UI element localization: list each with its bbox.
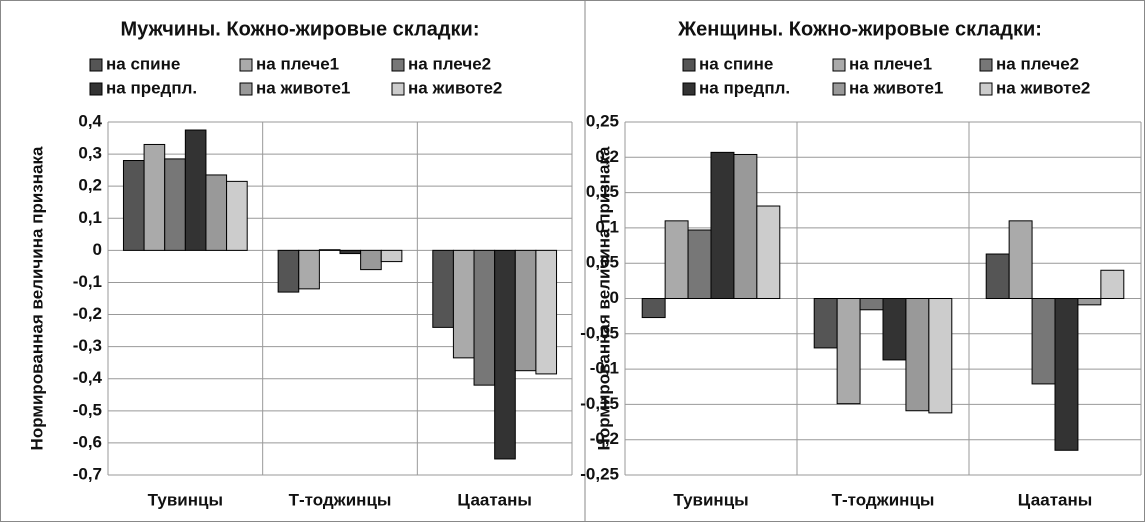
bar: [733, 153, 758, 299]
legend-swatch: [391, 58, 405, 72]
y-tick-label: -0,2: [73, 304, 102, 323]
legend-label: на спине: [106, 54, 180, 73]
bar: [687, 229, 712, 300]
x-tick-label: Тувинцы: [673, 490, 748, 509]
y-tick-label: 0: [610, 288, 619, 307]
x-tick-label: Цаатаны: [1018, 490, 1093, 509]
bar: [985, 253, 1010, 300]
bar: [122, 160, 145, 251]
bar: [836, 298, 861, 405]
y-tick-label: 0,4: [78, 111, 102, 130]
y-tick-label: 0,1: [595, 217, 619, 236]
y-tick-label: -0,2: [590, 429, 619, 448]
bar: [756, 205, 781, 300]
y-tick-label: -0,25: [580, 464, 619, 483]
bar: [514, 249, 537, 372]
bar: [339, 249, 362, 255]
y-tick-label: -0,15: [580, 394, 619, 413]
bar: [473, 249, 496, 386]
y-tick-label: 0,1: [78, 208, 102, 227]
y-tick-label: -0,5: [73, 400, 102, 419]
bar: [535, 249, 558, 375]
bar: [184, 129, 207, 251]
y-tick-label: 0,25: [586, 111, 619, 130]
x-tick-label: Т-тоджинцы: [832, 490, 935, 509]
y-tick-label: -0,3: [73, 336, 102, 355]
bar: [494, 249, 516, 460]
bar: [1077, 298, 1102, 306]
y-tick-label: -0,7: [73, 464, 102, 483]
bar: [432, 249, 454, 328]
bar: [882, 298, 907, 361]
legend-label: на плече1: [849, 54, 932, 73]
bar: [143, 143, 166, 251]
bar: [664, 220, 689, 299]
bar: [1031, 298, 1056, 385]
bar: [1008, 220, 1033, 299]
y-tick-label: -0,1: [73, 272, 102, 291]
x-tick-label: Цаатаны: [457, 490, 532, 509]
legend-swatch: [89, 58, 103, 72]
bar: [813, 298, 838, 349]
x-tick-label: Т-тоджинцы: [289, 490, 392, 509]
y-tick-label: 0,05: [586, 253, 619, 272]
legend-swatch: [239, 82, 253, 96]
legend-swatch: [391, 82, 405, 96]
y-axis-label: Нормированная величина признака: [594, 146, 613, 450]
bar: [452, 249, 475, 359]
bar: [1100, 269, 1125, 300]
bar: [226, 180, 248, 251]
y-tick-label: 0,2: [78, 176, 102, 195]
y-tick-label: -0,1: [590, 359, 619, 378]
legend-label: на животе2: [996, 78, 1090, 97]
bar: [360, 249, 382, 271]
y-tick-label: -0,4: [73, 368, 103, 387]
x-tick-label: Тувинцы: [148, 490, 223, 509]
y-tick-label: 0,3: [78, 144, 102, 163]
y-axis-label: Нормированная величина признака: [27, 146, 46, 450]
legend-label: на плече1: [256, 54, 339, 73]
bar: [318, 249, 341, 251]
bar: [380, 249, 403, 263]
legend-label: на животе1: [849, 78, 943, 97]
legend-label: на предпл.: [699, 78, 790, 97]
y-tick-label: 0,15: [586, 182, 619, 201]
y-tick-label: -0,6: [73, 432, 102, 451]
bar: [205, 174, 228, 251]
legend-swatch: [979, 82, 993, 96]
legend-label: на спине: [699, 54, 773, 73]
bar: [710, 151, 735, 299]
legend-swatch: [832, 82, 846, 96]
bar: [859, 298, 884, 311]
legend-label: на плече2: [408, 54, 491, 73]
y-tick-label: 0: [93, 240, 102, 259]
legend-swatch: [682, 58, 696, 72]
bar: [1054, 298, 1079, 451]
y-tick-label: -0,05: [580, 323, 619, 342]
bar: [928, 298, 953, 414]
legend-label: на предпл.: [106, 78, 197, 97]
chart-title: Женщины. Кожно-жировые складки:: [677, 18, 1042, 40]
chart-title: Мужчины. Кожно-жировые складки:: [120, 18, 479, 40]
bar: [905, 298, 930, 412]
legend-swatch: [239, 58, 253, 72]
legend-swatch: [89, 82, 103, 96]
bar: [641, 298, 666, 319]
legend-swatch: [979, 58, 993, 72]
legend-label: на плече2: [996, 54, 1079, 73]
bar: [277, 249, 300, 293]
legend-swatch: [832, 58, 846, 72]
legend-label: на животе2: [408, 78, 502, 97]
legend-swatch: [682, 82, 696, 96]
bar: [164, 158, 186, 251]
legend-label: на животе1: [256, 78, 350, 97]
bar: [298, 249, 320, 290]
y-tick-label: 0,2: [595, 147, 619, 166]
